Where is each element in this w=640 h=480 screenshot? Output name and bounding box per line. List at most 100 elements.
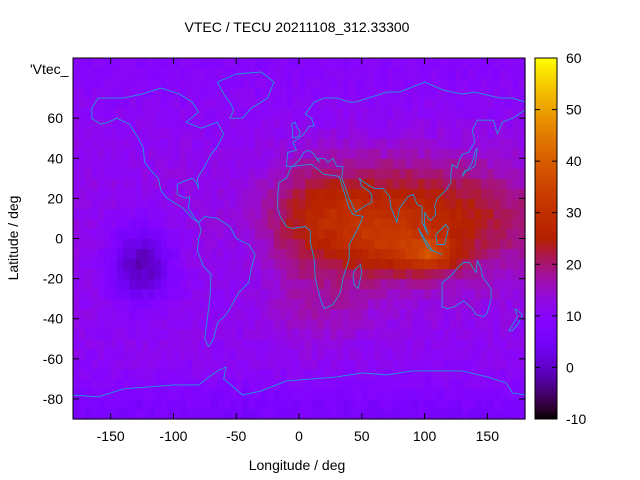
heatmap-cell [336, 328, 344, 340]
heatmap-cell [355, 358, 363, 370]
heatmap-cell [148, 78, 156, 89]
heatmap-cell [211, 218, 218, 230]
heatmap-cell [211, 138, 218, 149]
heatmap-cell [229, 308, 237, 320]
heatmap-cell [449, 278, 457, 290]
heatmap-cell [317, 108, 325, 119]
heatmap-cell [393, 148, 401, 159]
coastline [461, 147, 478, 177]
heatmap-cell [142, 348, 149, 360]
heatmap-cell [179, 78, 187, 89]
heatmap-cell [506, 348, 514, 360]
heatmap-cell [424, 128, 432, 139]
heatmap-cell [267, 78, 275, 89]
heatmap-cell [104, 68, 112, 79]
heatmap-cell [449, 198, 457, 210]
heatmap-cell [349, 328, 357, 340]
heatmap-cell [104, 308, 112, 320]
heatmap-cell [204, 168, 212, 179]
heatmap-cell [361, 228, 369, 240]
heatmap-cell [129, 128, 137, 139]
heatmap-cell [91, 168, 99, 179]
heatmap-cell [186, 288, 193, 300]
heatmap-cell [85, 98, 93, 109]
heatmap-cell [481, 328, 488, 340]
heatmap-cell [455, 328, 463, 340]
heatmap-cell [368, 88, 375, 99]
heatmap-cell [499, 238, 507, 250]
heatmap-cell [148, 148, 156, 159]
heatmap-cell [98, 338, 105, 350]
heatmap-cell [324, 168, 331, 179]
heatmap-cell [512, 328, 520, 340]
heatmap-cell [217, 218, 225, 230]
heatmap-cell [217, 78, 225, 89]
heatmap-cell [242, 338, 250, 350]
heatmap-cell [236, 348, 244, 360]
heatmap-cell [123, 388, 131, 400]
heatmap-cell [179, 98, 187, 109]
heatmap-cell [142, 398, 149, 410]
heatmap-cell [386, 68, 394, 79]
heatmap-cell [481, 378, 488, 390]
heatmap-cell [393, 118, 401, 129]
heatmap-cell [142, 198, 149, 210]
heatmap-cell [255, 58, 262, 69]
heatmap-cell [286, 278, 294, 290]
heatmap-cell [223, 408, 231, 420]
heatmap-cell [261, 378, 269, 390]
heatmap-cell [412, 298, 419, 310]
heatmap-cell [518, 118, 526, 129]
heatmap-cell [393, 178, 401, 189]
heatmap-cell [198, 368, 206, 380]
heatmap-cell [104, 98, 112, 109]
heatmap-cell [255, 308, 262, 320]
heatmap-cell [481, 188, 488, 199]
heatmap-cell [311, 298, 319, 310]
heatmap-cell [198, 138, 206, 149]
heatmap-cell [499, 298, 507, 310]
heatmap-cell [236, 88, 244, 99]
heatmap-cell [317, 218, 325, 230]
heatmap-cell [405, 328, 413, 340]
heatmap-cell [449, 118, 457, 129]
heatmap-cell [474, 78, 482, 89]
heatmap-cell [462, 378, 470, 390]
heatmap-cell [192, 78, 200, 89]
heatmap-cell [368, 348, 375, 360]
heatmap-cell [449, 258, 457, 270]
heatmap-cell [286, 318, 294, 330]
heatmap-cell [73, 258, 80, 270]
heatmap-cell [236, 228, 244, 240]
heatmap-cell [135, 388, 143, 400]
heatmap-cell [110, 378, 118, 390]
heatmap-cell [418, 388, 426, 400]
heatmap-cell [236, 388, 244, 400]
heatmap-cell [135, 228, 143, 240]
heatmap-cell [160, 288, 168, 300]
heatmap-cell [280, 118, 288, 129]
heatmap-cell [98, 378, 105, 390]
heatmap-cell [267, 198, 275, 210]
heatmap-cell [399, 378, 407, 390]
heatmap-cell [412, 138, 419, 149]
heatmap-cell [267, 138, 275, 149]
heatmap-cell [386, 228, 394, 240]
heatmap-cell [305, 248, 313, 260]
heatmap-cell [79, 68, 87, 79]
coastline [508, 308, 523, 332]
heatmap-cell [261, 158, 269, 169]
heatmap-cell [261, 128, 269, 139]
heatmap-cell [135, 118, 143, 129]
heatmap-cell [512, 268, 520, 280]
heatmap-cell [123, 408, 131, 420]
heatmap-cell [405, 358, 413, 370]
heatmap-cell [336, 118, 344, 129]
heatmap-cell [468, 398, 476, 410]
heatmap-cell [405, 58, 413, 69]
heatmap-cell [349, 398, 357, 410]
heatmap-cell [430, 98, 438, 109]
heatmap-cell [342, 248, 350, 260]
heatmap-cell [430, 328, 438, 340]
